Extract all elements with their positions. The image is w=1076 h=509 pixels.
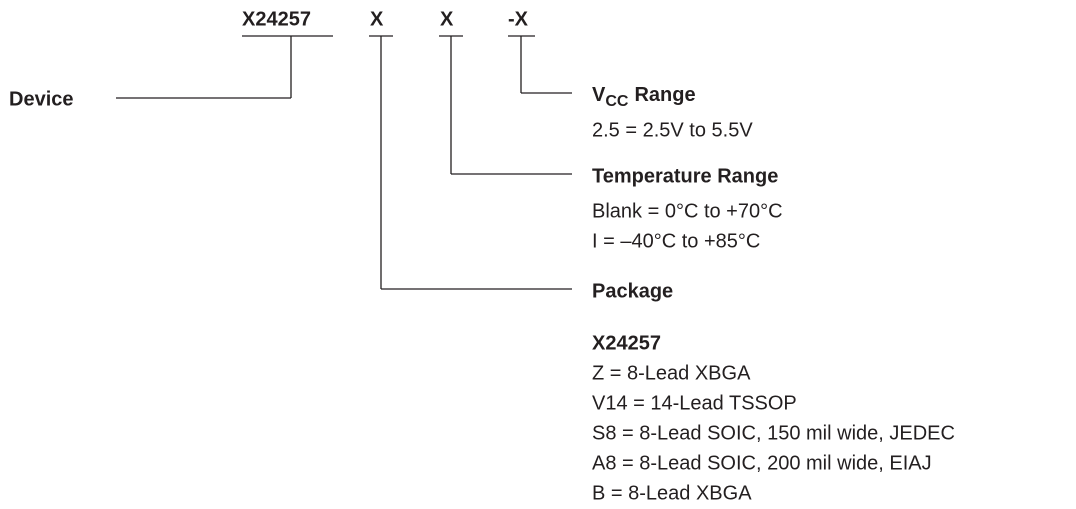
temp-label: Temperature Range (592, 165, 778, 187)
part-field: X (370, 8, 384, 30)
vcc-label: VCC Range (592, 84, 696, 110)
device-label: Device (9, 88, 74, 110)
option: 2.5 = 2.5V to 5.5V (592, 119, 753, 141)
option: Z = 8-Lead XBGA (592, 362, 751, 384)
vcc-suffix: Range (634, 84, 695, 106)
option: A8 = 8-Lead SOIC, 200 mil wide, EIAJ (592, 452, 932, 474)
option: B = 8-Lead XBGA (592, 482, 752, 504)
vcc-sub: CC (605, 93, 629, 110)
option: Blank = 0°C to +70°C (592, 200, 783, 222)
part-field: X (440, 8, 454, 30)
option: V14 = 14-Lead TSSOP (592, 392, 797, 414)
package-label: Package (592, 280, 673, 302)
part-field: X24257 (242, 8, 311, 30)
package-device: X24257 (592, 332, 661, 354)
option: I = –40°C to +85°C (592, 230, 760, 252)
part-field: -X (508, 8, 529, 30)
vcc-v: V (592, 84, 606, 106)
option: S8 = 8-Lead SOIC, 150 mil wide, JEDEC (592, 422, 955, 444)
